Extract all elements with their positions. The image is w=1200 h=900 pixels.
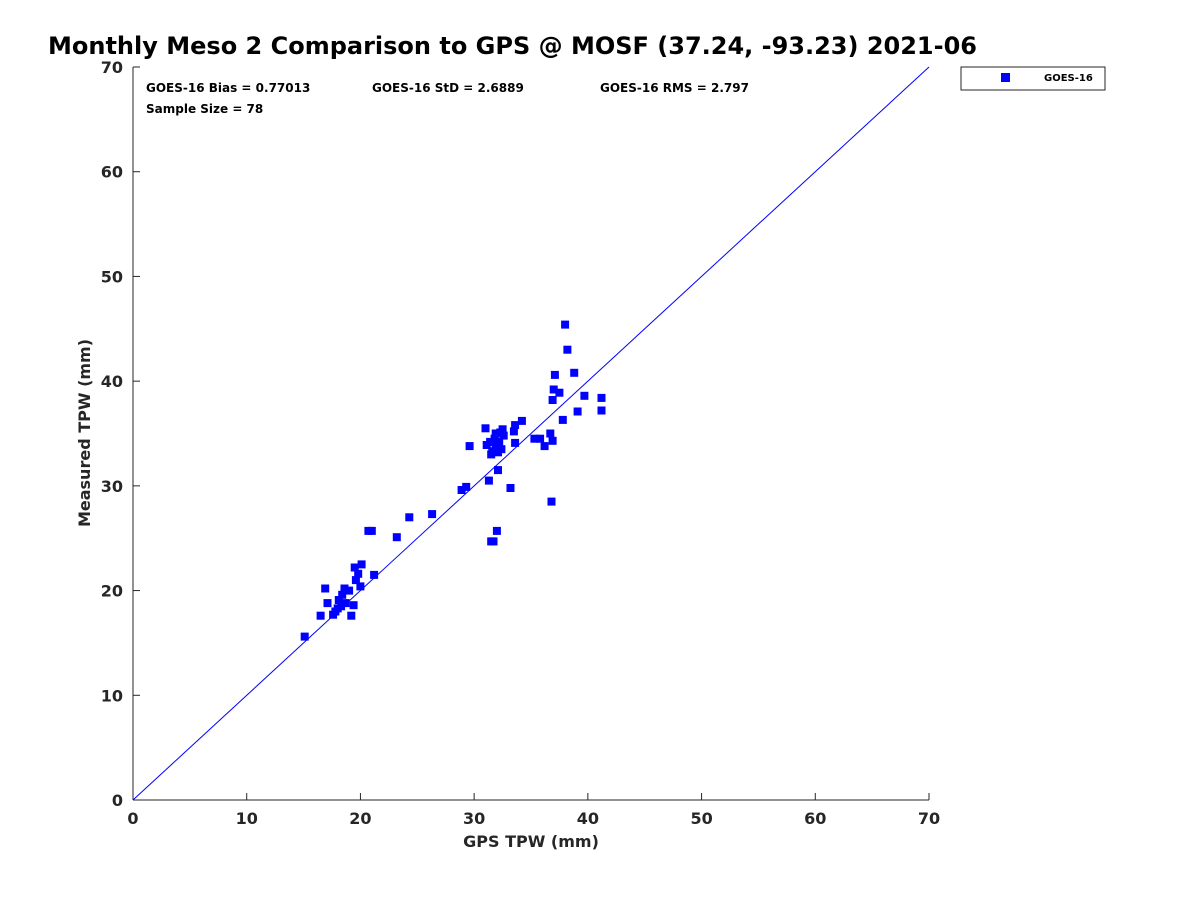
data-point [481, 424, 490, 433]
data-point [489, 537, 498, 546]
data-point [550, 370, 559, 379]
data-point [392, 533, 401, 542]
x-tick-label: 50 [690, 809, 712, 828]
data-point [486, 437, 495, 446]
data-point [563, 345, 572, 354]
reference-line-group [132, 66, 930, 801]
data-point [495, 437, 504, 446]
legend-label: GOES-16 [1044, 73, 1093, 84]
axes: 0 10 20 30 40 50 60 70 0 10 20 30 40 50 60 70 [101, 58, 940, 828]
data-point [491, 442, 500, 451]
stat-rms: GOES-16 RMS = 2.797 [600, 81, 749, 95]
data-point [580, 391, 589, 400]
data-point [367, 526, 376, 535]
data-point [323, 599, 332, 608]
data-points [300, 320, 606, 641]
y-tick-label: 60 [101, 163, 123, 182]
data-point [428, 510, 437, 519]
data-point [517, 416, 526, 425]
one-to-one-line [132, 66, 930, 801]
data-point [349, 601, 358, 610]
y-tick-label: 70 [101, 58, 123, 77]
data-point [457, 486, 466, 494]
data-point [347, 611, 356, 620]
x-tick-label: 70 [918, 809, 940, 828]
data-point [405, 513, 414, 522]
data-point [506, 484, 515, 492]
legend: GOES-16 [960, 66, 1106, 91]
data-point [354, 569, 363, 578]
stat-sample-size: Sample Size = 78 [146, 102, 263, 116]
data-point [549, 385, 558, 394]
y-tick-label: 50 [101, 267, 123, 286]
data-point [356, 582, 365, 591]
data-point [536, 434, 545, 443]
data-point [497, 445, 506, 454]
data-point [488, 447, 497, 456]
data-point [558, 415, 567, 424]
data-point [484, 476, 493, 485]
x-tick-label: 60 [804, 809, 826, 828]
y-tick-label: 0 [112, 791, 123, 810]
x-tick-label: 20 [349, 809, 371, 828]
data-point [548, 436, 557, 445]
data-point [465, 442, 474, 451]
x-tick-label: 10 [236, 809, 258, 828]
x-tick-label: 0 [127, 809, 138, 828]
data-point [345, 586, 354, 595]
data-point [509, 427, 518, 436]
data-point [340, 584, 349, 593]
y-tick-label: 20 [101, 582, 123, 601]
data-point [357, 560, 366, 569]
data-point [546, 429, 555, 438]
data-point [350, 563, 359, 572]
data-point [511, 421, 520, 430]
x-tick-label: 40 [577, 809, 599, 828]
data-point [337, 602, 346, 611]
data-point [492, 526, 501, 535]
data-point [547, 497, 556, 506]
stat-std: GOES-16 StD = 2.6889 [372, 81, 524, 95]
data-point [370, 570, 379, 579]
data-point [462, 482, 471, 491]
data-point [540, 442, 549, 451]
data-point [499, 431, 508, 440]
data-point [300, 632, 309, 641]
data-point [334, 596, 343, 604]
stat-bias: GOES-16 Bias = 0.77013 [146, 81, 310, 95]
x-tick-label: 30 [463, 809, 485, 828]
data-point [351, 576, 360, 585]
data-point [561, 320, 570, 329]
data-point [548, 396, 557, 404]
data-point [570, 368, 579, 377]
data-point [341, 599, 350, 608]
y-tick-label: 10 [101, 686, 123, 705]
y-tick-label: 40 [101, 372, 123, 391]
x-axis-label: GPS TPW (mm) [463, 832, 599, 851]
data-point [530, 434, 539, 443]
data-point [490, 434, 499, 443]
data-point [316, 611, 325, 620]
y-tick-label: 30 [101, 477, 123, 496]
data-point [321, 584, 330, 593]
data-point [338, 590, 347, 599]
y-axis-label: Measured TPW (mm) [75, 339, 94, 527]
data-point [555, 388, 564, 397]
data-point [491, 429, 500, 438]
data-point [573, 407, 582, 416]
data-point [511, 438, 520, 447]
data-point [494, 466, 502, 475]
data-point [597, 406, 606, 415]
data-point [498, 425, 507, 434]
legend-box [960, 66, 1106, 91]
chart-title: Monthly Meso 2 Comparison to GPS @ MOSF … [48, 32, 977, 60]
data-point [597, 393, 606, 402]
legend-marker [1001, 73, 1010, 82]
